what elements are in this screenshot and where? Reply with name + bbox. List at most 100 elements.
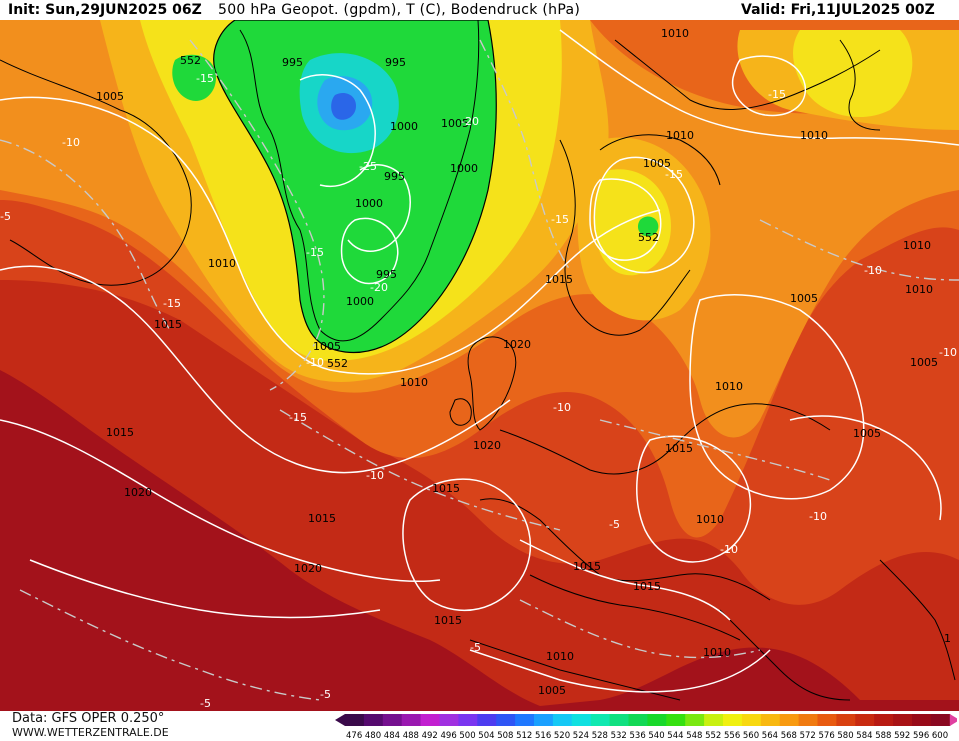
scale-swatch bbox=[779, 714, 800, 726]
isobar-label: 1015 bbox=[633, 580, 661, 593]
scale-tick-label: 576 bbox=[819, 731, 835, 741]
isobar-label: 1015 bbox=[665, 442, 693, 455]
scale-swatch bbox=[817, 714, 837, 726]
isotherm-label: -10 bbox=[864, 264, 882, 277]
scale-tick-label: 556 bbox=[724, 731, 740, 741]
scale-tick-label: 476 bbox=[346, 731, 362, 741]
scale-tick-label: 596 bbox=[913, 731, 929, 741]
scale-swatch bbox=[798, 714, 818, 726]
isobar-label: 1005 bbox=[538, 684, 566, 697]
isobars bbox=[0, 29, 959, 693]
valid-time: Valid: Fri,11JUL2025 00Z bbox=[741, 2, 935, 18]
isobar-label: 1010 bbox=[696, 513, 724, 526]
scale-swatch bbox=[345, 714, 365, 726]
isobar-label: 1005 bbox=[441, 117, 469, 130]
isobar-label: 1010 bbox=[661, 27, 689, 40]
scale-tick-label: 572 bbox=[800, 731, 816, 741]
scale-swatch bbox=[704, 714, 724, 726]
scale-tick-label: 560 bbox=[743, 731, 759, 741]
website-url: WWW.WETTERZENTRALE.DE bbox=[12, 726, 169, 739]
isobar-label: 1020 bbox=[473, 439, 501, 452]
isobar-label: 1010 bbox=[703, 646, 731, 659]
isotherms bbox=[0, 39, 959, 701]
scale-swatch bbox=[912, 714, 932, 726]
isobar-label: 995 bbox=[384, 170, 405, 183]
temperature-labels: -15 -15 -10 -25 -20 -20 -15 -15 -15 -10 … bbox=[0, 72, 957, 710]
isobar-label: 995 bbox=[376, 268, 397, 281]
isotherm-label: -20 bbox=[370, 281, 388, 294]
scale-swatch bbox=[647, 714, 667, 726]
isobar-label: 1010 bbox=[400, 376, 428, 389]
scale-tick-label: 504 bbox=[478, 731, 494, 741]
scale-tick-label: 544 bbox=[667, 731, 683, 741]
isotherm-label: -5 bbox=[609, 518, 620, 531]
scale-tick-label: 524 bbox=[573, 731, 589, 741]
isotherm-label: -20 bbox=[461, 115, 479, 128]
isobar-label: 995 bbox=[385, 56, 406, 69]
scale-swatch bbox=[741, 714, 762, 726]
scale-swatch bbox=[552, 714, 573, 726]
isotherm-label: -15 bbox=[196, 72, 214, 85]
isobar-label: 1010 bbox=[800, 129, 828, 142]
isotherm-label: -10 bbox=[720, 543, 738, 556]
isotherm-label: -10 bbox=[62, 136, 80, 149]
scale-tick-label: 552 bbox=[705, 731, 721, 741]
scale-tick-label: 520 bbox=[554, 731, 570, 741]
isobar-label: 1 bbox=[944, 632, 951, 645]
scale-tick-label: 580 bbox=[837, 731, 853, 741]
scale-tick-label: 584 bbox=[856, 731, 872, 741]
scale-swatch bbox=[534, 714, 554, 726]
isobar-label: 1005 bbox=[96, 90, 124, 103]
scale-tick-label: 516 bbox=[535, 731, 551, 741]
isobar-label: 552 bbox=[638, 231, 659, 244]
scale-tick-label: 568 bbox=[781, 731, 797, 741]
isobar-label: 1020 bbox=[503, 338, 531, 351]
scale-swatch bbox=[609, 714, 629, 726]
isobar-label: 1000 bbox=[390, 120, 418, 133]
isobar-label: 1015 bbox=[154, 318, 182, 331]
isobar-label: 1015 bbox=[434, 614, 462, 627]
isotherm-label: -5 bbox=[200, 697, 211, 710]
isotherm-label: -10 bbox=[809, 510, 827, 523]
isobar-label: 1010 bbox=[903, 239, 931, 252]
scale-swatch bbox=[363, 714, 384, 726]
scale-tick-label: 540 bbox=[648, 731, 664, 741]
isotherm-label: -15 bbox=[551, 213, 569, 226]
isotherm-label: -15 bbox=[768, 88, 786, 101]
scale-arrow-right bbox=[949, 714, 957, 726]
pressure-labels: 552 995 995 1005 1000 1005 1000 995 1000… bbox=[96, 27, 951, 697]
isobar-label: 1005 bbox=[790, 292, 818, 305]
scale-swatch bbox=[477, 714, 497, 726]
scale-tick-label: 600 bbox=[932, 731, 948, 741]
init-time: Init: Sun,29JUN2025 06Z bbox=[8, 2, 202, 18]
scale-swatch bbox=[836, 714, 856, 726]
isobar-label: 552 bbox=[180, 54, 201, 67]
isotherm-label: -10 bbox=[366, 469, 384, 482]
scale-swatch bbox=[515, 714, 535, 726]
scale-swatch bbox=[420, 714, 440, 726]
color-scale-swatches bbox=[335, 714, 957, 726]
isotherm-label: -10 bbox=[939, 346, 957, 359]
isobar-label: 1015 bbox=[545, 273, 573, 286]
scale-tick-label: 508 bbox=[497, 731, 513, 741]
scale-swatch bbox=[628, 714, 648, 726]
scale-tick-label: 548 bbox=[686, 731, 702, 741]
scale-tick-label: 492 bbox=[422, 731, 438, 741]
scale-tick-label: 484 bbox=[384, 731, 400, 741]
isobar-label: 1010 bbox=[715, 380, 743, 393]
scale-tick-label: 528 bbox=[592, 731, 608, 741]
scale-arrow-left bbox=[335, 714, 345, 726]
isotherm-label: -15 bbox=[163, 297, 181, 310]
isobar-label: 1010 bbox=[905, 283, 933, 296]
scale-swatch bbox=[893, 714, 913, 726]
isotherm-label: -15 bbox=[665, 168, 683, 181]
isobar-label: 1010 bbox=[666, 129, 694, 142]
scale-tick-label: 592 bbox=[894, 731, 910, 741]
isotherm-label: -5 bbox=[320, 688, 331, 701]
scale-swatch bbox=[855, 714, 875, 726]
isobar-label: 1015 bbox=[432, 482, 460, 495]
isobar-label: 1015 bbox=[106, 426, 134, 439]
isobar-label: 1005 bbox=[643, 157, 671, 170]
isobar-label: 1015 bbox=[308, 512, 336, 525]
